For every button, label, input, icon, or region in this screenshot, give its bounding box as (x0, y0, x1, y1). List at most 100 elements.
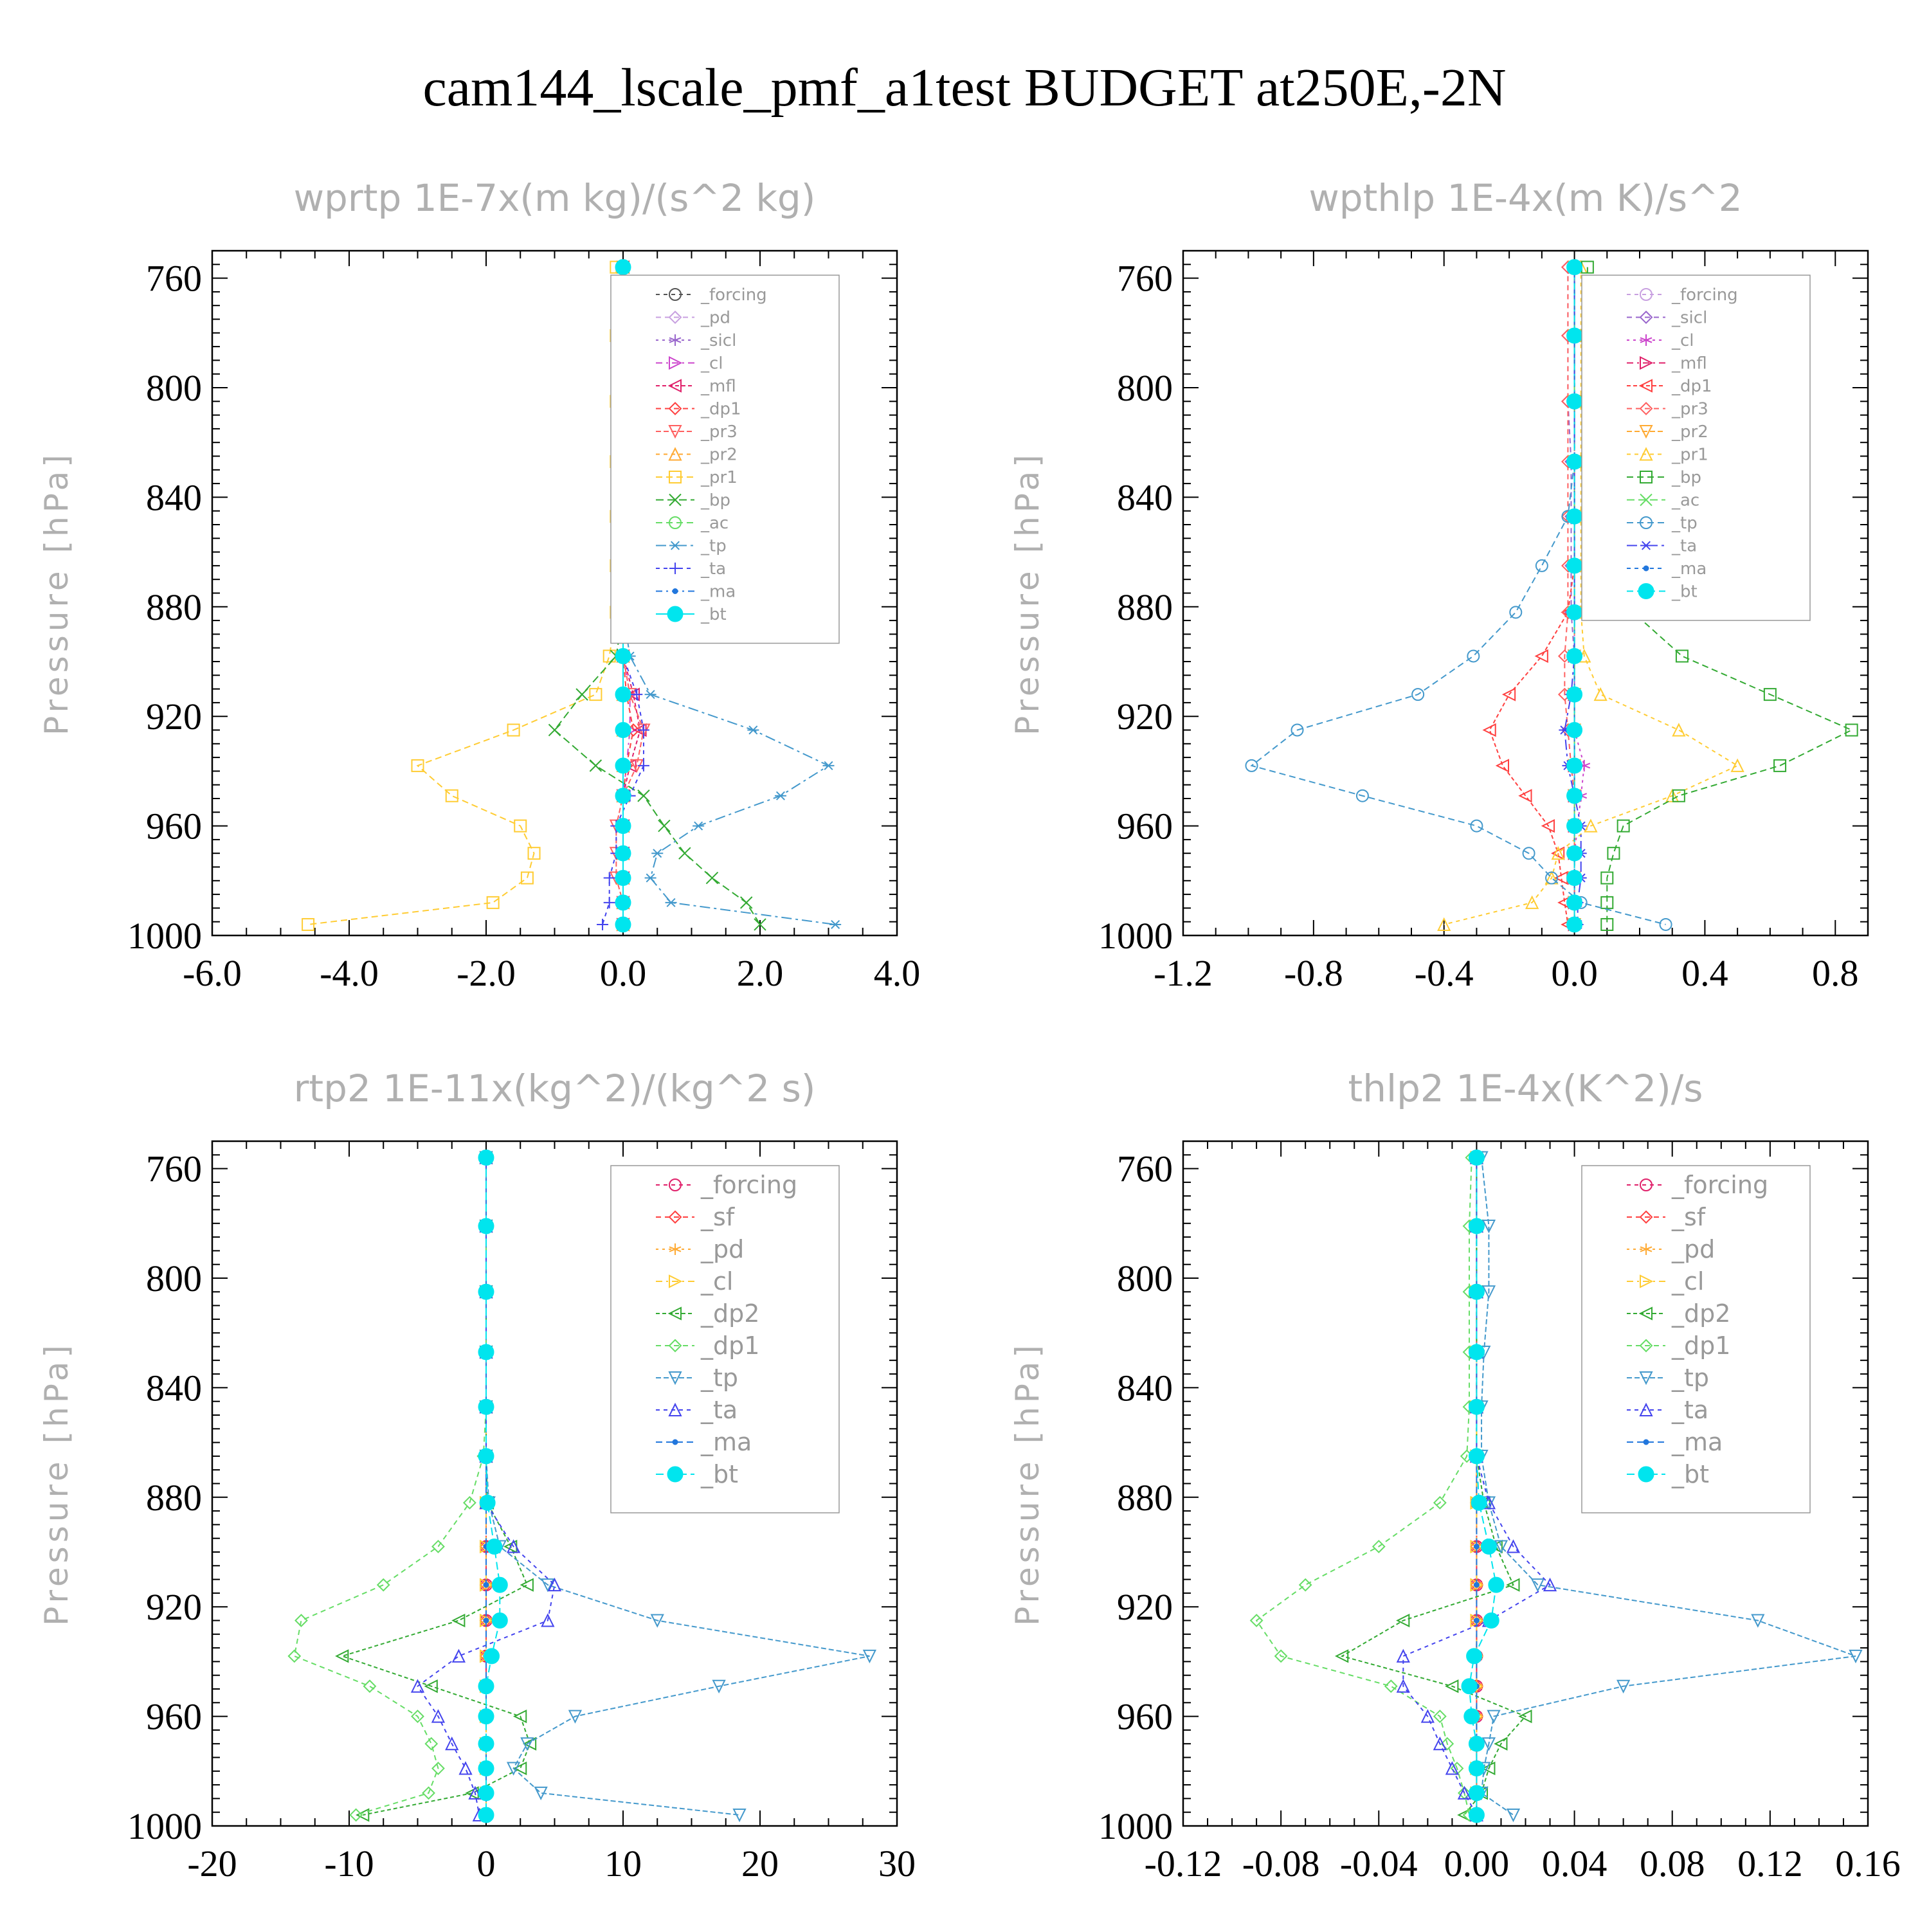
y-tick-label: 960 (1117, 806, 1173, 847)
data-point (644, 690, 657, 700)
legend-label: _dp1 (700, 400, 741, 419)
data-point (478, 1344, 494, 1360)
data-point (1396, 1613, 1410, 1628)
data-point (1468, 1785, 1485, 1801)
legend-label: _sicl (700, 331, 736, 350)
data-point (520, 871, 534, 885)
data-point (1396, 1679, 1410, 1693)
data-point (451, 1613, 466, 1628)
data-point (774, 791, 786, 800)
data-point (513, 1709, 527, 1724)
legend-label: _bt (700, 605, 727, 624)
data-point (1483, 1612, 1499, 1629)
data-point (445, 789, 458, 802)
data-point (491, 1612, 508, 1629)
legend-marker (1638, 1466, 1654, 1483)
legend-marker (1638, 583, 1654, 599)
data-point (1506, 1808, 1521, 1823)
data-point (1468, 1283, 1485, 1300)
series-line (340, 1157, 531, 1816)
y-axis-label: Pressure [hPa] (1009, 451, 1046, 736)
x-tick-label: 0.8 (1812, 952, 1859, 994)
data-point (1501, 687, 1516, 701)
data-point (302, 917, 315, 931)
legend-marker (669, 493, 682, 507)
y-tick-label: 1000 (1098, 1805, 1173, 1847)
data-point (294, 1614, 308, 1627)
data-point (829, 919, 842, 929)
data-point (506, 1762, 521, 1776)
data-point (1665, 788, 1680, 802)
legend-label: _pd (700, 309, 730, 328)
y-tick-label: 920 (1117, 696, 1173, 737)
x-tick-label: 30 (878, 1843, 916, 1884)
data-point (1541, 818, 1555, 833)
y-tick-label: 800 (146, 367, 202, 409)
legend-label: _pr3 (700, 422, 738, 442)
data-point (478, 1807, 494, 1823)
data-point (603, 872, 615, 884)
data-point (513, 1761, 527, 1776)
series-bt (1461, 1150, 1505, 1823)
legend-marker (668, 447, 682, 461)
y-tick-label: 1000 (127, 915, 202, 957)
x-tick-label: -0.12 (1145, 1843, 1222, 1884)
data-point (1372, 1540, 1386, 1553)
data-point (1466, 1648, 1483, 1665)
y-tick-label: 880 (146, 586, 202, 628)
data-point (1468, 1807, 1485, 1823)
data-point (575, 688, 588, 701)
legend-marker (1639, 1210, 1653, 1224)
x-tick-label: 0 (477, 1843, 496, 1884)
y-tick-label: 880 (1117, 586, 1173, 628)
data-point (458, 1761, 473, 1775)
legend-marker (1640, 288, 1653, 301)
data-point (637, 790, 650, 802)
legend-label: _ta (700, 559, 726, 579)
legend-marker (1640, 356, 1654, 370)
data-point (1433, 1495, 1447, 1510)
legend-marker (1639, 311, 1653, 324)
data-point (1672, 723, 1686, 737)
data-point (483, 1618, 489, 1623)
data-point (424, 1737, 439, 1751)
legend-marker (669, 356, 683, 370)
data-point (1494, 1540, 1508, 1554)
data-point (522, 1737, 537, 1751)
data-point (1730, 758, 1744, 772)
x-tick-label: -0.04 (1340, 1843, 1418, 1884)
data-point (1468, 1218, 1485, 1234)
legend-marker (667, 1306, 682, 1321)
x-tick-label: 0.04 (1542, 1843, 1608, 1884)
x-tick-label: -6.0 (183, 952, 242, 994)
x-tick-label: 0.12 (1737, 1843, 1803, 1884)
legend-label: _dp2 (700, 1299, 759, 1328)
data-point (1593, 687, 1608, 701)
data-point (349, 1808, 363, 1822)
data-point (478, 1150, 494, 1166)
data-point (479, 1494, 496, 1511)
x-tick-label: 0.0 (1551, 952, 1598, 994)
legend-marker (669, 288, 682, 301)
data-point (1545, 871, 1559, 885)
legend-label: _pr3 (1671, 400, 1708, 419)
legend-label: _ac (700, 514, 729, 533)
data-point (1566, 870, 1583, 887)
data-point (1566, 557, 1583, 574)
legend-marker (672, 1439, 678, 1445)
data-point (411, 759, 424, 772)
x-tick-label: 2.0 (737, 952, 784, 994)
legend-label: _cl (1671, 331, 1694, 350)
y-tick-label: 960 (146, 806, 202, 847)
y-tick-label: 760 (146, 258, 202, 300)
x-tick-label: 0.4 (1681, 952, 1728, 994)
legend-marker (669, 1243, 682, 1255)
legend-label: _dp2 (1671, 1299, 1730, 1328)
y-tick-label: 920 (146, 696, 202, 737)
data-point (1440, 1737, 1454, 1751)
data-point (1751, 1614, 1765, 1628)
legend-marker (672, 588, 678, 594)
data-point (478, 1678, 494, 1695)
data-point (1468, 1735, 1485, 1752)
legend-label: _bp (700, 491, 730, 510)
